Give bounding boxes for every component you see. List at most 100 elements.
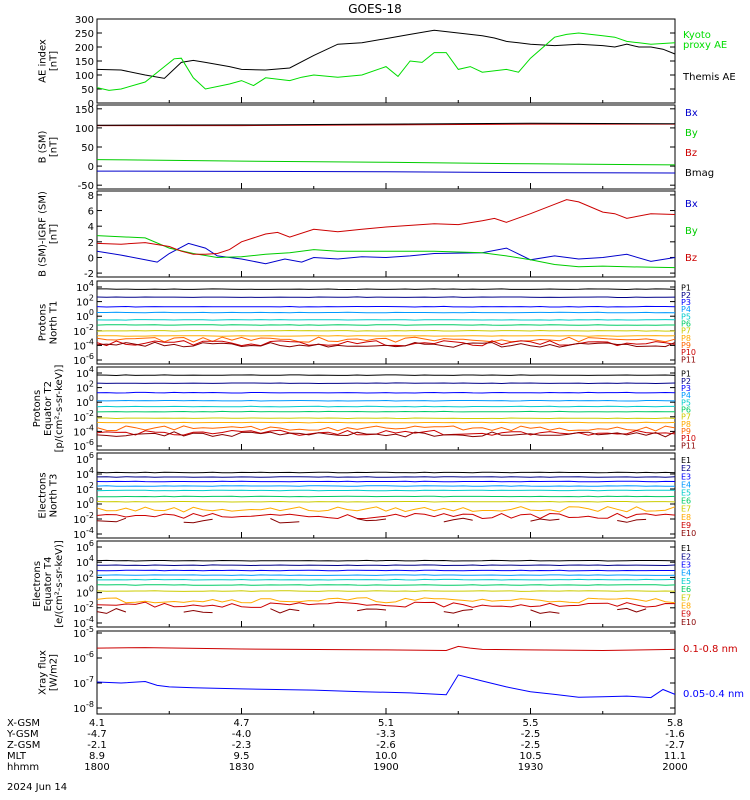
legend-item-bsm: Bz [685, 148, 697, 159]
x-tick-value: -2.1 [87, 740, 107, 751]
series-line-ee-E10 [443, 609, 473, 614]
y-tick-label-en-exp: 4 [89, 466, 94, 475]
y-tick-label-pe: 104 [76, 365, 94, 380]
legend-item-en: E4 [681, 480, 691, 489]
series-line-en-E10 [96, 517, 127, 523]
series-line-pe-P1 [96, 374, 676, 377]
series-group-xray [96, 645, 676, 699]
legend-item-pe: P5 [681, 398, 691, 407]
panel-frame-pn [96, 280, 676, 365]
y-tick-label-ae: 0 [88, 99, 94, 110]
x-tick-value: 5.1 [378, 718, 394, 729]
series-line-pn-P9 [96, 336, 676, 343]
y-axis-label-pn: North T1 [49, 301, 60, 345]
series-line-pn-P3 [96, 305, 676, 308]
series-line-en-E2 [96, 476, 676, 478]
y-tick-label-ee-exp: -2 [86, 600, 94, 609]
y-tick-label-pn-base: 10 [73, 356, 86, 367]
y-axis-label-xray: Xray flux [38, 650, 49, 695]
legend-item-pn: P9 [681, 341, 691, 350]
series-line-ee-E5 [97, 578, 676, 581]
y-axis-label-pn: Protons [38, 304, 49, 341]
y-tick-label-en-base: 10 [73, 515, 86, 526]
series-line-pn-P11 [96, 341, 676, 348]
series-line-ae-0 [96, 29, 676, 79]
y-tick-label-pn-exp: -4 [86, 337, 94, 346]
y-tick-label-bdiff: 6 [88, 207, 94, 218]
y-tick-label-ee-base: 10 [76, 589, 89, 600]
y-tick-label-xray-exp: -8 [86, 700, 94, 709]
y-tick-label-en-base: 10 [73, 530, 86, 541]
series-line-en-E10 [357, 518, 387, 522]
legend-item-pe: P4 [681, 391, 691, 400]
y-tick-label-ee: 104 [76, 554, 94, 569]
series-line-bdiff-0 [96, 242, 676, 265]
y-tick-label-ae: 300 [75, 15, 94, 26]
x-tick-value: 8.9 [89, 751, 105, 762]
series-line-pn-P8 [97, 335, 676, 337]
series-line-bsm-2 [97, 123, 675, 127]
x-tick-value: 1930 [518, 762, 543, 773]
y-tick-label-pe-exp: -6 [86, 438, 94, 447]
legend-item-ee: E6 [681, 585, 691, 594]
y-tick-label-en-exp: 2 [89, 481, 94, 490]
series-line-ee-E9 [96, 601, 676, 608]
series-line-pe-P10 [96, 429, 676, 436]
series-line-pn-P4 [97, 311, 676, 314]
legend-item-pn: P6 [681, 320, 691, 329]
series-line-pn-P1 [97, 288, 676, 291]
y-tick-label-en: 106 [76, 451, 94, 466]
y-tick-label-xray-exp: -5 [86, 625, 94, 634]
series-line-ee-E10 [357, 608, 387, 612]
legend-item-pe: P2 [681, 377, 691, 386]
legend-item-pe: P9 [681, 427, 691, 436]
series-line-pe-P4 [96, 399, 676, 402]
series-line-pn-P6 [96, 324, 675, 326]
x-row-label: X-GSM [7, 718, 40, 729]
series-line-en-E4 [96, 485, 675, 487]
x-row-label: Y-GSM [6, 729, 39, 740]
x-tick-value: 2000 [662, 762, 687, 773]
y-tick-label-ae: 250 [75, 29, 94, 40]
y-tick-label-pn: 10-2 [73, 323, 94, 338]
y-axis-label-pe: Equator T2 [43, 381, 54, 436]
series-line-en-E9 [96, 512, 676, 520]
y-axis-label-ee: Electrons [32, 561, 43, 607]
series-line-xray-0 [96, 645, 676, 652]
panel-frame-pe [96, 366, 676, 451]
y-tick-label-en-base: 10 [76, 470, 89, 481]
y-tick-label-en: 10-2 [73, 511, 94, 526]
series-line-pe-P7 [97, 417, 676, 420]
legend-item-en: E2 [681, 464, 691, 473]
y-tick-label-ee-base: 10 [76, 573, 89, 584]
y-tick-label-pn-base: 10 [73, 341, 86, 352]
series-line-ee-E8 [96, 597, 676, 604]
series-line-ee-E7 [96, 590, 676, 592]
y-tick-label-xray: 10-5 [73, 625, 94, 640]
series-line-en-E10 [270, 518, 300, 524]
legend-item-ee: E10 [681, 618, 696, 627]
legend-item-ee: E3 [681, 561, 691, 570]
legend-item-bsm: By [685, 128, 698, 139]
y-tick-label-pe-exp: -2 [86, 409, 94, 418]
y-tick-label-en: 104 [76, 466, 94, 481]
y-tick-label-pn: 10-6 [73, 352, 94, 367]
legend-item-pn: P8 [681, 334, 691, 343]
legend-item-pn: P2 [681, 291, 691, 300]
x-tick-value: -4.0 [232, 729, 252, 740]
x-tick-value: -2.5 [521, 729, 541, 740]
y-tick-label-pn-exp: -6 [86, 352, 94, 361]
y-tick-label-xray-base: 10 [73, 629, 86, 640]
y-tick-label-ee-exp: -4 [86, 615, 94, 624]
y-axis-label-bsm: [nT] [49, 137, 60, 157]
y-tick-label-bdiff: -2 [84, 269, 94, 280]
series-line-pe-P2 [96, 382, 676, 385]
series-group-pe [96, 374, 676, 438]
y-axis-label-bdiff: [nT] [49, 224, 60, 244]
y-tick-label-pe-exp: 4 [89, 365, 94, 374]
x-tick-value: -3.3 [376, 729, 396, 740]
legend-item-en: E5 [681, 488, 691, 497]
series-line-ae-1 [96, 32, 676, 91]
